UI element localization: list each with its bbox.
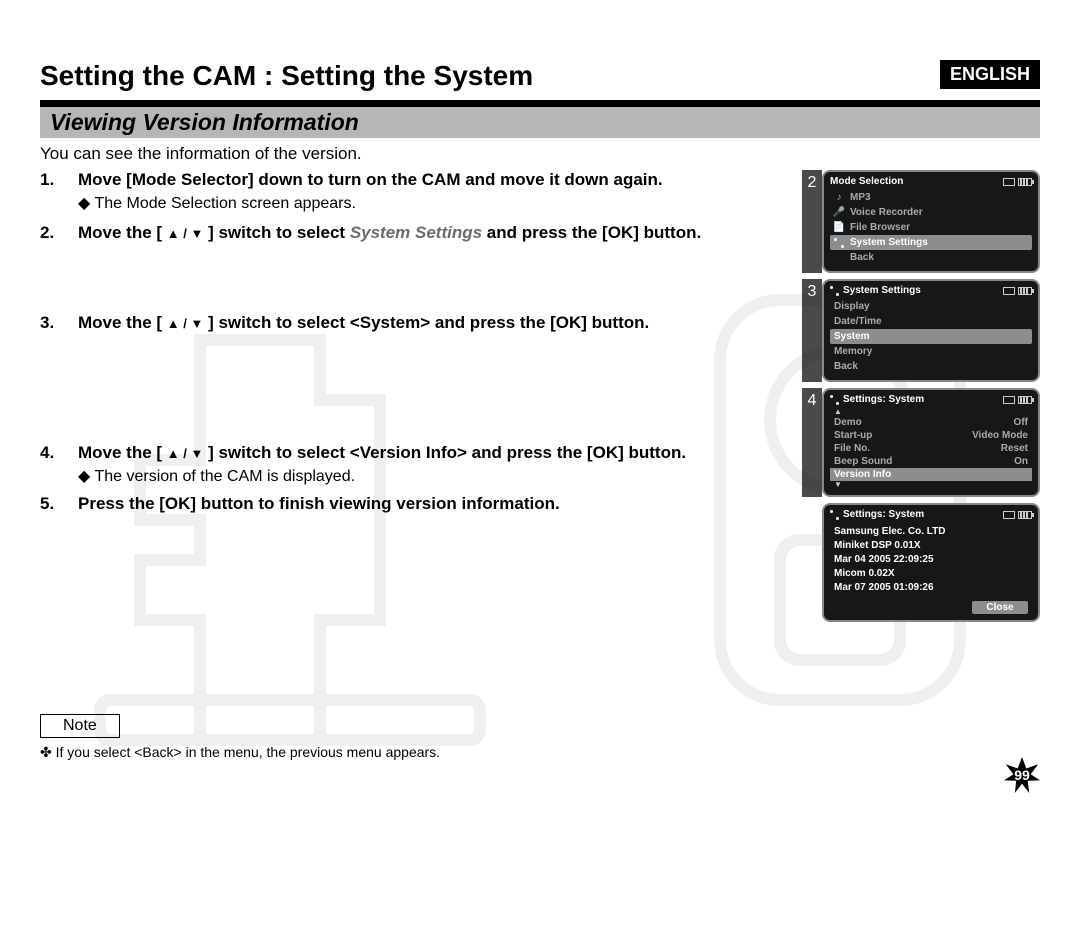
card-icon [1003,178,1015,186]
menu-item: Display [830,299,1032,314]
screen-4-header: Settings: System [843,394,924,405]
intro-text: You can see the information of the versi… [40,144,1040,164]
title-rule [40,100,1040,107]
step-1: Move [Mode Selector] down to turn on the… [40,170,784,213]
battery-icon [1018,178,1032,186]
screen-3: System Settings DisplayDate/TimeSystemMe… [822,279,1040,382]
screen-4-wrap: 4 Settings: System ▲ DemoOffStart-upVide… [802,388,1040,497]
screen-3-number: 3 [802,279,822,382]
screen-5-header: Settings: System [843,509,924,520]
step-1-text: Move [Mode Selector] down to turn on the… [78,170,784,190]
screen-3-header: System Settings [843,285,921,296]
settings-icon [830,395,839,405]
step-4-text: Move the [ ▲ / ▼ ] switch to select <Ver… [78,443,784,463]
step-5: Press the [OK] button to finish viewing … [40,494,784,514]
settings-icon [830,510,839,520]
step-5-text: Press the [OK] button to finish viewing … [78,494,784,514]
settings-row: DemoOff [830,416,1032,429]
card-icon [1003,511,1015,519]
screen-3-wrap: 3 System Settings DisplayDate/TimeSystem… [802,279,1040,382]
language-badge: ENGLISH [940,60,1040,89]
settings-icon [830,286,839,296]
screen-5: Settings: System Samsung Elec. Co. LTDMi… [822,503,1040,622]
battery-icon [1018,396,1032,404]
menu-item: Date/Time [830,314,1032,329]
card-icon [1003,287,1015,295]
step-1-sub: The Mode Selection screen appears. [78,193,784,213]
settings-row: Start-upVideo Mode [830,429,1032,442]
settings-row: Beep SoundOn [830,455,1032,468]
step-4-sub: The version of the CAM is displayed. [78,466,784,486]
section-subtitle: Viewing Version Information [40,107,1040,138]
note-label: Note [40,714,120,738]
close-button[interactable]: Close [972,601,1028,614]
screen-4-number: 4 [802,388,822,497]
battery-icon [1018,287,1032,295]
note-item: If you select <Back> in the menu, the pr… [40,744,784,761]
menu-item: 🎤Voice Recorder [830,205,1032,220]
version-info-block: Samsung Elec. Co. LTDMiniket DSP 0.01XMa… [830,523,1032,597]
menu-item: Memory [830,344,1032,359]
settings-row: File No.Reset [830,442,1032,455]
screen-2-header: Mode Selection [830,176,903,187]
screen-2: Mode Selection ♪MP3🎤Voice Recorder📄File … [822,170,1040,273]
step-3: Move the [ ▲ / ▼ ] switch to select <Sys… [40,313,784,333]
menu-item: Back [830,359,1032,374]
step-2: Move the [ ▲ / ▼ ] switch to select Syst… [40,223,784,243]
battery-icon [1018,511,1032,519]
screen-2-wrap: 2 Mode Selection ♪MP3🎤Voice Recorder📄Fil… [802,170,1040,273]
screen-2-number: 2 [802,170,822,273]
page-title: Setting the CAM : Setting the System [40,60,1040,92]
card-icon [1003,396,1015,404]
menu-item: System [830,329,1032,344]
step-4: Move the [ ▲ / ▼ ] switch to select <Ver… [40,443,784,486]
step-2-text: Move the [ ▲ / ▼ ] switch to select Syst… [78,223,784,243]
menu-item: Back [830,250,1032,265]
screen-5-wrap: Settings: System Samsung Elec. Co. LTDMi… [802,503,1040,622]
scroll-down-icon: ▼ [830,481,1032,489]
settings-row: Version Info [830,468,1032,481]
screen-4: Settings: System ▲ DemoOffStart-upVideo … [822,388,1040,497]
step-3-text: Move the [ ▲ / ▼ ] switch to select <Sys… [78,313,784,333]
menu-item: 📄File Browser [830,220,1032,235]
menu-item: ♪MP3 [830,190,1032,205]
menu-item: System Settings [830,235,1032,250]
page-number-badge: 99 [1004,757,1040,793]
scroll-up-icon: ▲ [830,408,1032,416]
